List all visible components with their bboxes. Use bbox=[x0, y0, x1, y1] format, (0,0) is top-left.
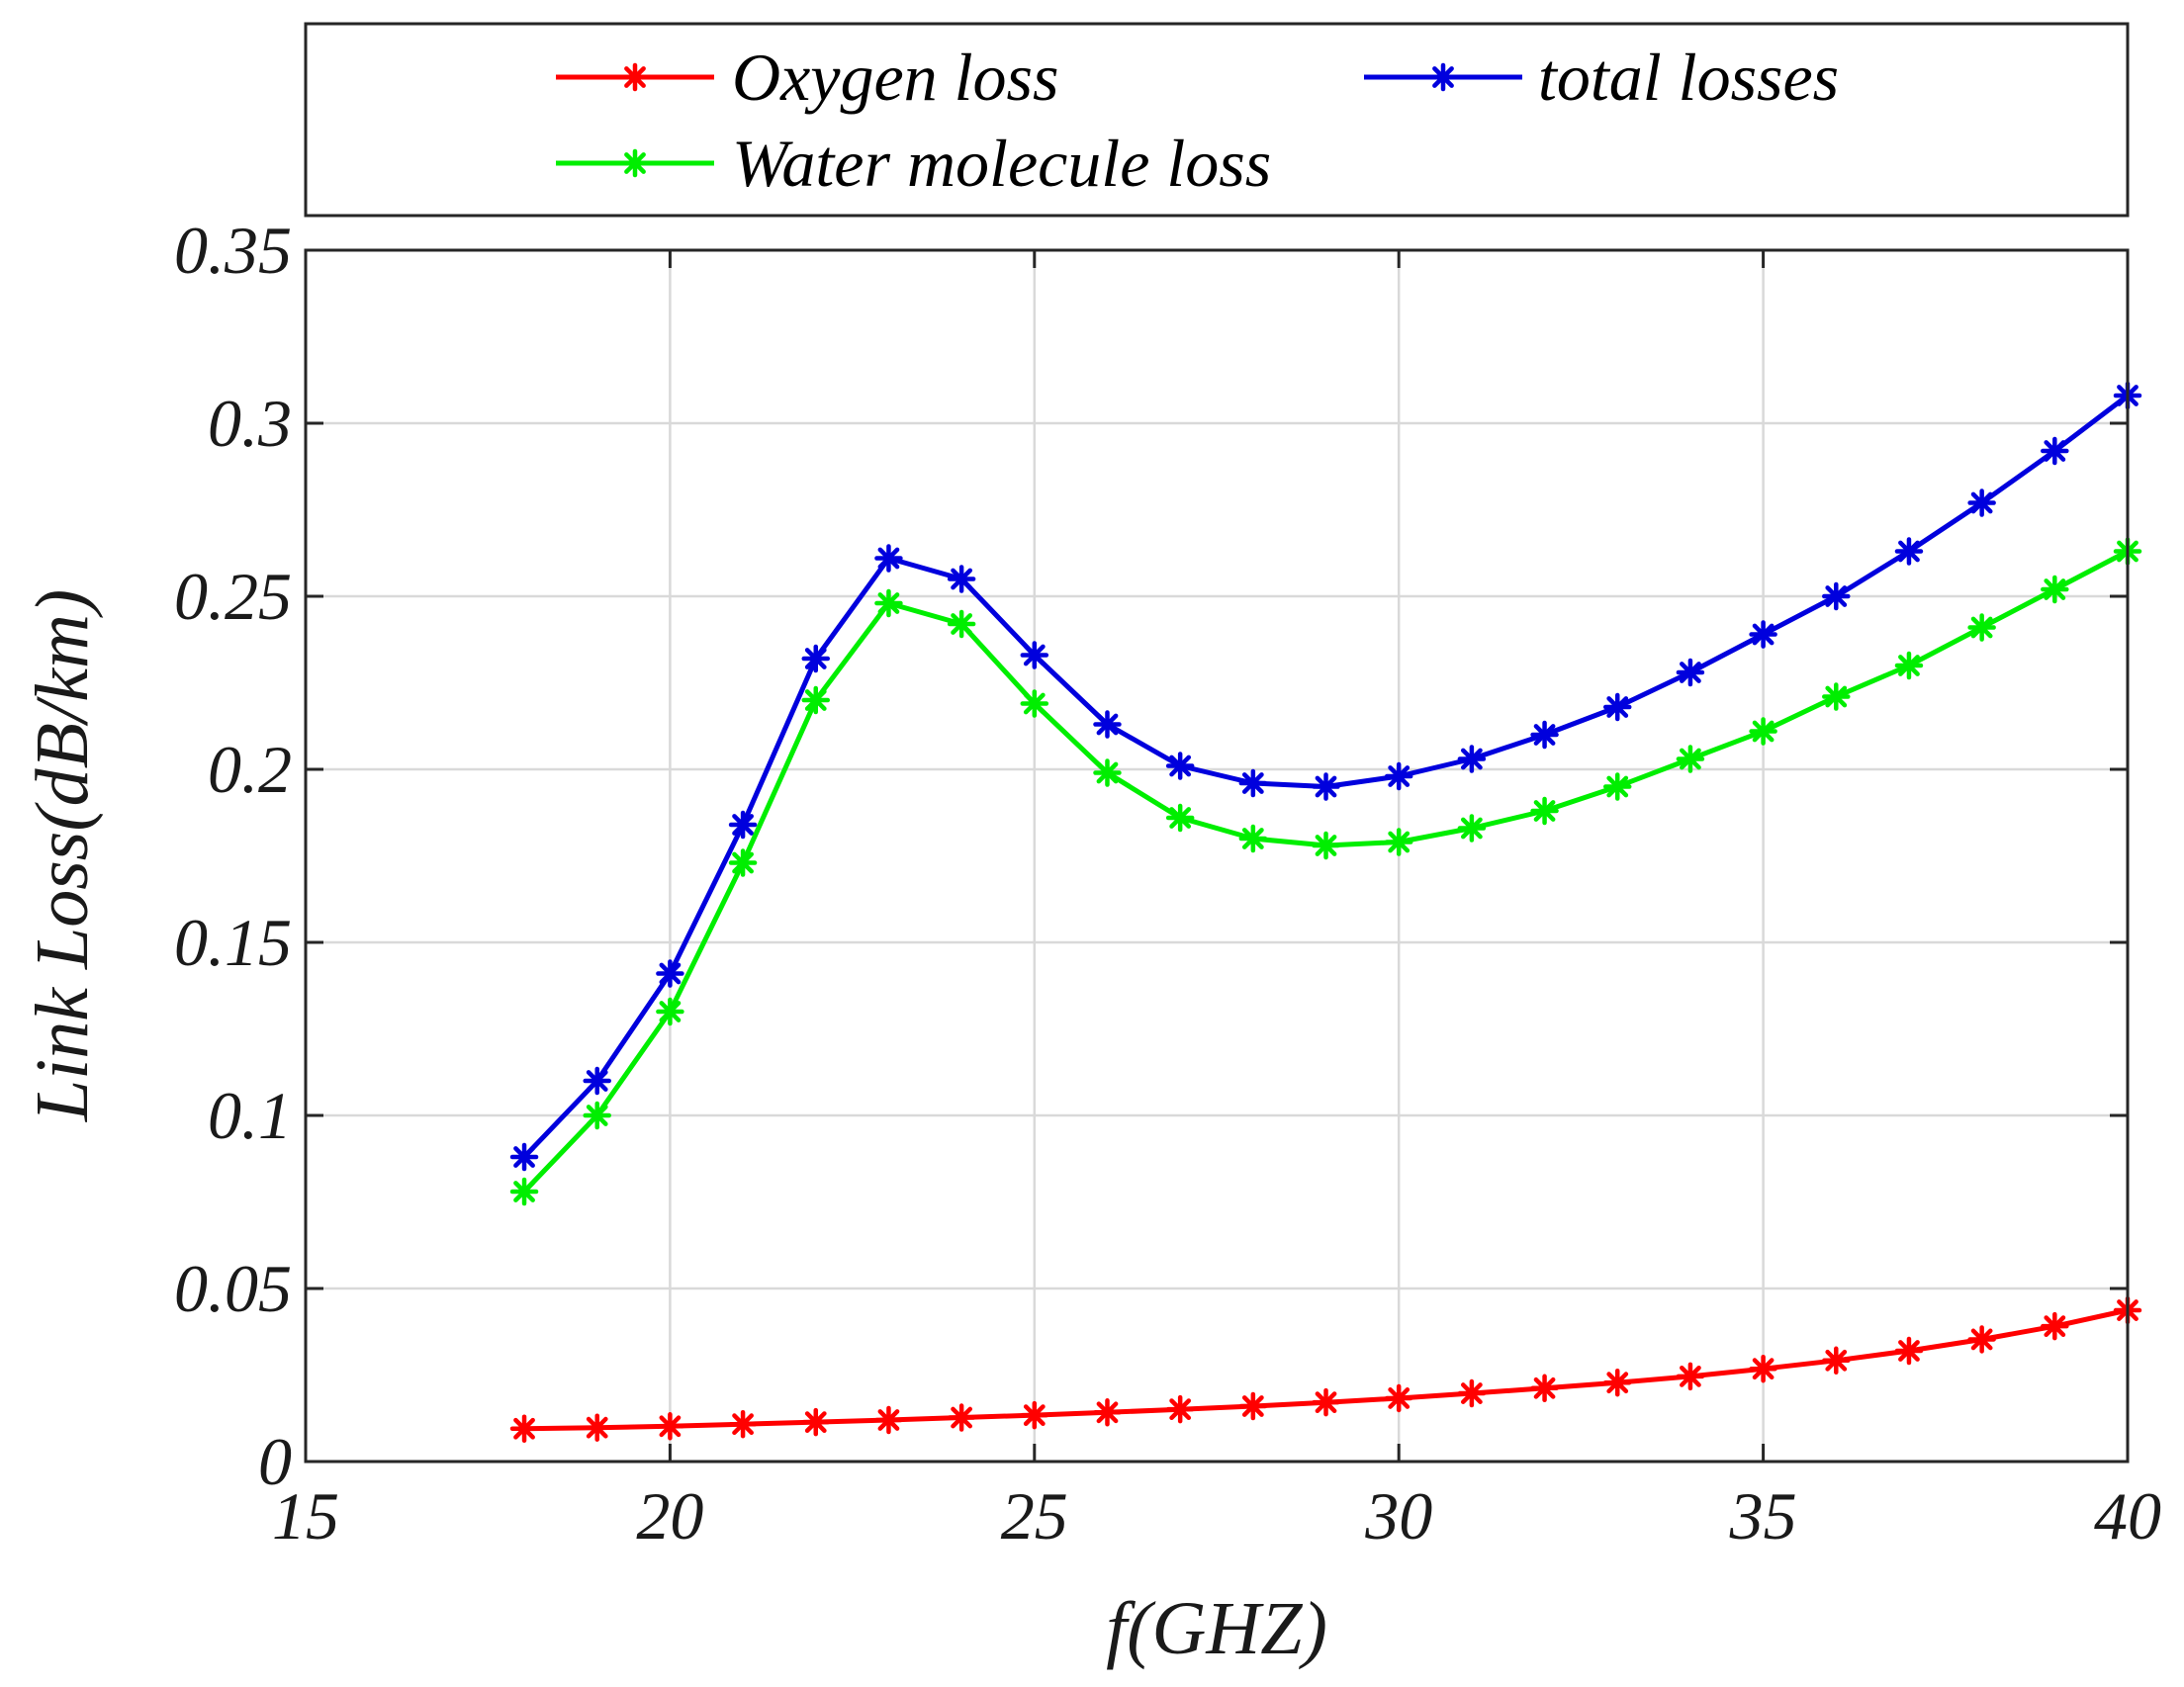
data-point-total-losses bbox=[1602, 692, 1632, 722]
series-oxygen-loss bbox=[509, 1295, 2142, 1443]
data-point-oxygen-loss bbox=[1020, 1400, 1049, 1430]
data-point-oxygen-loss bbox=[1312, 1387, 1340, 1417]
x-tick-label: 25 bbox=[1001, 1478, 1068, 1554]
data-point-total-losses bbox=[2041, 436, 2069, 466]
data-point-total-losses bbox=[1457, 745, 1487, 773]
data-point-water-molecule-loss bbox=[656, 997, 684, 1026]
data-point-water-molecule-loss bbox=[1676, 745, 1705, 773]
data-point-oxygen-loss bbox=[1165, 1394, 1195, 1424]
data-point-total-losses bbox=[1384, 761, 1413, 791]
data-point-total-losses bbox=[1967, 488, 1996, 517]
data-point-water-molecule-loss bbox=[874, 588, 903, 618]
data-point-water-molecule-loss bbox=[2041, 575, 2069, 604]
y-tick-label: 0.3 bbox=[208, 386, 292, 461]
x-tick-label: 20 bbox=[636, 1478, 703, 1554]
data-point-oxygen-loss bbox=[2041, 1311, 2069, 1341]
data-point-total-losses bbox=[1165, 752, 1195, 780]
data-point-total-losses bbox=[656, 959, 684, 988]
data-point-total-losses bbox=[1020, 641, 1049, 669]
x-axis-label: f(GHZ) bbox=[1106, 1587, 1327, 1670]
data-point-total-losses bbox=[1093, 710, 1122, 739]
x-tick-label: 30 bbox=[1364, 1478, 1432, 1554]
y-tick-label: 0.35 bbox=[174, 213, 292, 288]
data-point-oxygen-loss bbox=[728, 1409, 758, 1439]
data-point-total-losses bbox=[1676, 658, 1705, 687]
data-point-water-molecule-loss bbox=[1312, 831, 1340, 860]
data-point-total-losses bbox=[1749, 620, 1777, 649]
data-point-oxygen-loss bbox=[656, 1412, 684, 1441]
data-point-oxygen-loss bbox=[1238, 1391, 1268, 1421]
data-point-water-molecule-loss bbox=[1020, 689, 1049, 718]
series-water-molecule-loss bbox=[509, 537, 2142, 1206]
data-point-oxygen-loss bbox=[1967, 1325, 1996, 1354]
data-point-water-molecule-loss bbox=[1602, 772, 1632, 801]
data-point-total-losses bbox=[947, 565, 976, 593]
legend-entry-oxygen-loss: Oxygen loss bbox=[556, 40, 1058, 115]
y-tick-label: 0.15 bbox=[174, 905, 292, 980]
data-point-total-losses bbox=[728, 810, 758, 840]
tick-labels: 15 20 25 30 35 40 0 0.05 0.1 0.15 0.2 0.25 0.3 0.35 bbox=[174, 213, 2161, 1554]
data-point-oxygen-loss bbox=[1457, 1378, 1487, 1408]
data-point-water-molecule-loss bbox=[1165, 803, 1195, 833]
data-point-oxygen-loss bbox=[1530, 1374, 1559, 1403]
data-point-water-molecule-loss bbox=[1238, 824, 1268, 853]
data-point-water-molecule-loss bbox=[1457, 814, 1487, 843]
data-point-total-losses bbox=[1894, 537, 1924, 566]
legend-swatch-marker-water-molecule-loss bbox=[620, 148, 650, 178]
legend-label-water-molecule-loss: Water molecule loss bbox=[732, 126, 1271, 201]
plot-frame bbox=[304, 248, 2130, 1464]
legend-label-oxygen-loss: Oxygen loss bbox=[732, 40, 1058, 115]
data-point-total-losses bbox=[1238, 768, 1268, 798]
data-point-water-molecule-loss bbox=[509, 1177, 539, 1206]
data-point-total-losses bbox=[509, 1142, 539, 1172]
data-point-oxygen-loss bbox=[801, 1407, 831, 1437]
legend: Oxygen loss total losses Water molecule … bbox=[304, 22, 2130, 218]
data-point-total-losses bbox=[1312, 772, 1340, 801]
data-point-oxygen-loss bbox=[874, 1405, 903, 1435]
data-point-total-losses bbox=[1822, 581, 1851, 611]
y-tick-label: 0.1 bbox=[208, 1078, 292, 1153]
data-point-oxygen-loss bbox=[1749, 1354, 1777, 1383]
data-point-total-losses bbox=[874, 544, 903, 573]
data-point-water-molecule-loss bbox=[1384, 828, 1413, 856]
legend-swatch-marker-oxygen-loss bbox=[620, 62, 650, 92]
data-point-oxygen-loss bbox=[1822, 1346, 1851, 1376]
x-tick-label: 15 bbox=[272, 1478, 339, 1554]
data-point-total-losses bbox=[583, 1066, 611, 1096]
data-point-water-molecule-loss bbox=[1822, 682, 1851, 711]
legend-label-total-losses: total losses bbox=[1538, 40, 1839, 115]
plot-area bbox=[306, 250, 2128, 1462]
data-point-water-molecule-loss bbox=[1093, 758, 1122, 787]
legend-swatch-marker-total-losses bbox=[1428, 62, 1458, 92]
data-point-total-losses bbox=[1530, 720, 1559, 750]
legend-entry-water-molecule-loss: Water molecule loss bbox=[556, 126, 1271, 201]
data-point-oxygen-loss bbox=[1894, 1336, 1924, 1366]
y-tick-label: 0.2 bbox=[208, 732, 292, 807]
x-tick-label: 35 bbox=[1729, 1478, 1797, 1554]
data-point-oxygen-loss bbox=[583, 1413, 611, 1442]
y-tick-label: 0 bbox=[258, 1424, 292, 1499]
data-point-oxygen-loss bbox=[1602, 1368, 1632, 1397]
data-point-water-molecule-loss bbox=[801, 685, 831, 715]
data-point-water-molecule-loss bbox=[583, 1101, 611, 1130]
legend-entry-total-losses: total losses bbox=[1364, 40, 1839, 115]
data-point-oxygen-loss bbox=[509, 1414, 539, 1443]
y-axis-label: Link Loss(dB/km) bbox=[21, 589, 104, 1122]
data-point-oxygen-loss bbox=[1676, 1362, 1705, 1391]
data-point-water-molecule-loss bbox=[1967, 613, 1996, 642]
data-point-oxygen-loss bbox=[1093, 1398, 1122, 1427]
data-point-oxygen-loss bbox=[1384, 1383, 1413, 1413]
data-point-water-molecule-loss bbox=[947, 609, 976, 639]
y-tick-label: 0.25 bbox=[174, 559, 292, 634]
data-point-water-molecule-loss bbox=[728, 848, 758, 877]
x-tick-label: 40 bbox=[2094, 1478, 2161, 1554]
data-point-oxygen-loss bbox=[947, 1403, 976, 1432]
y-tick-label: 0.05 bbox=[174, 1251, 292, 1326]
data-point-water-molecule-loss bbox=[1894, 651, 1924, 680]
data-point-water-molecule-loss bbox=[1749, 717, 1777, 746]
data-point-total-losses bbox=[801, 644, 831, 673]
data-point-water-molecule-loss bbox=[1530, 796, 1559, 826]
legend-box bbox=[304, 22, 2130, 218]
